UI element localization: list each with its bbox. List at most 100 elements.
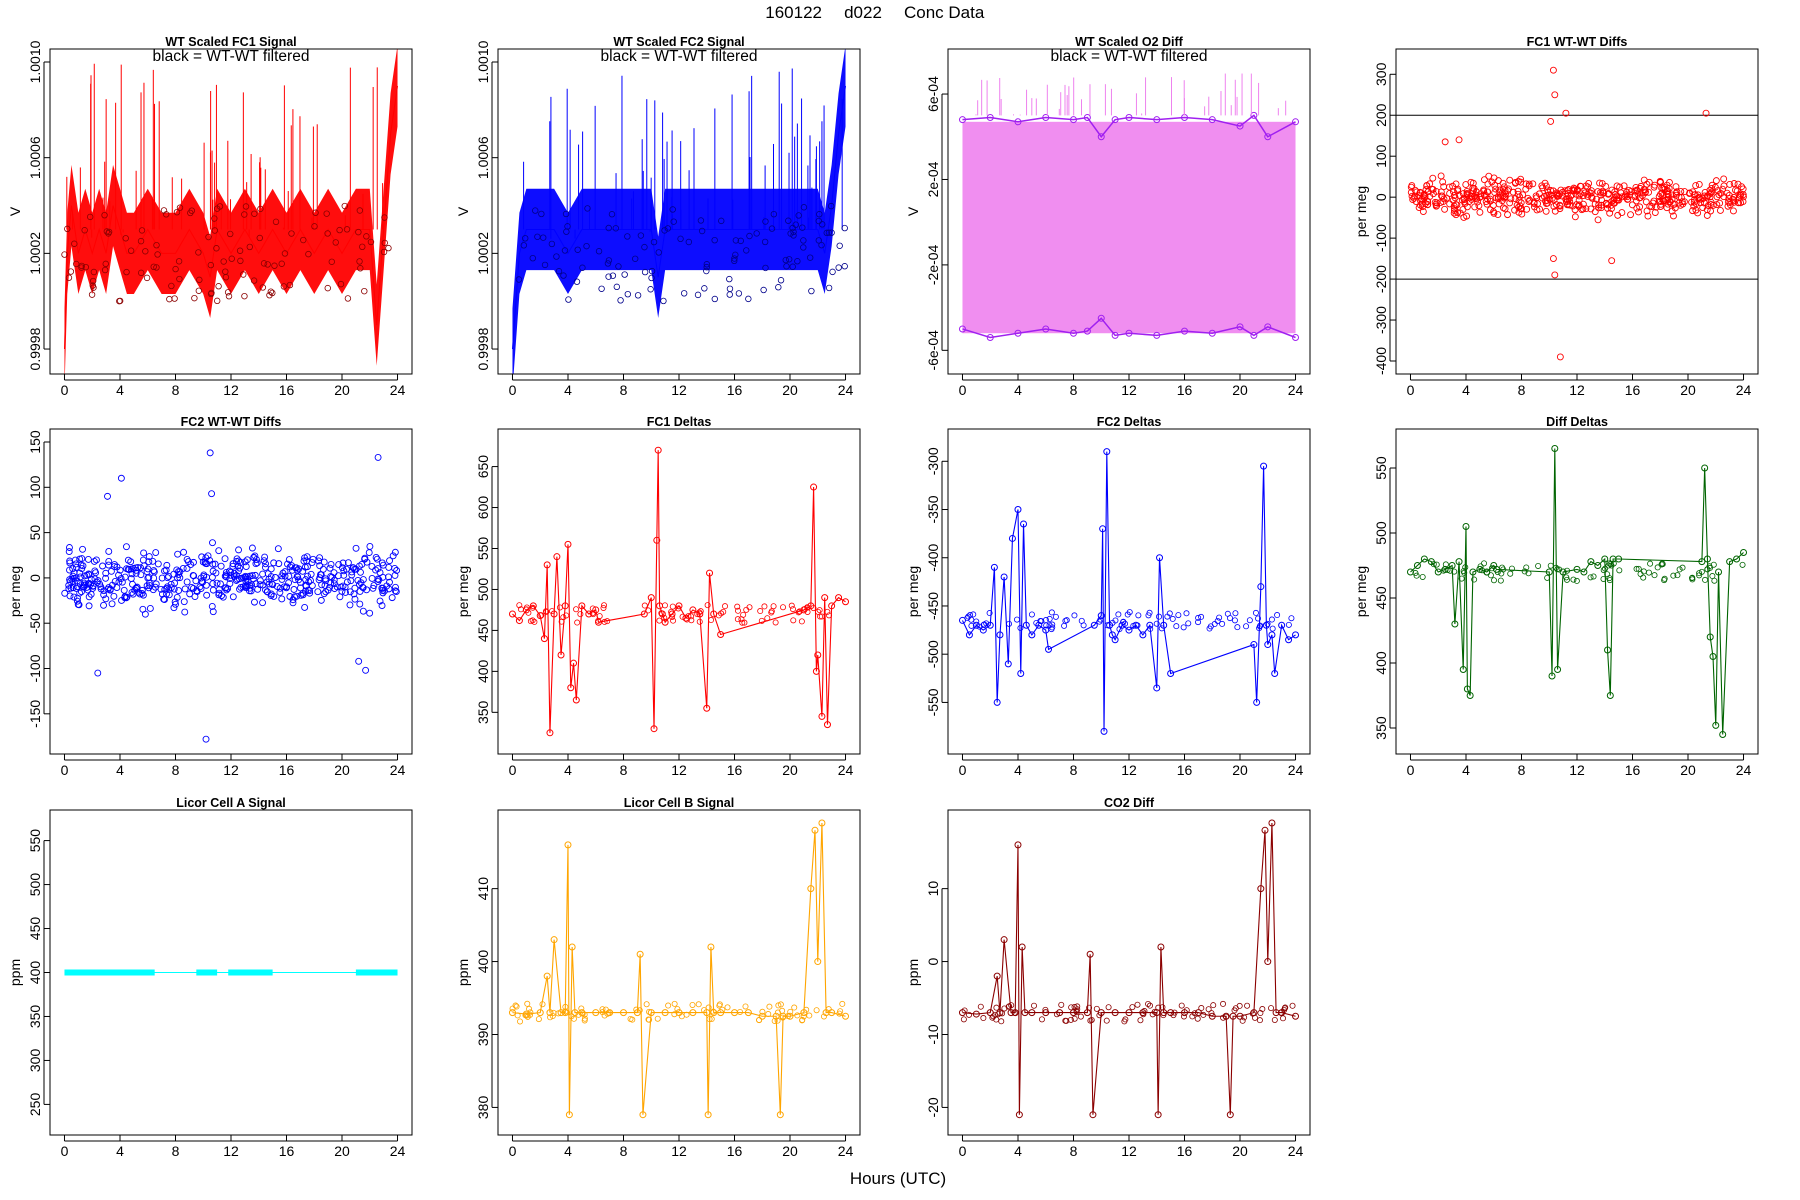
data-point xyxy=(1412,570,1419,577)
data-point xyxy=(776,1111,784,1119)
chart-title: Licor Cell B Signal xyxy=(624,796,734,810)
filtered-point xyxy=(538,210,545,218)
y-tick-label: 450 xyxy=(1373,586,1389,610)
filtered-point xyxy=(312,209,319,216)
scatter-point xyxy=(100,591,108,599)
scatter-point xyxy=(356,600,364,608)
data-point xyxy=(1269,625,1276,632)
x-tick-label: 16 xyxy=(1625,382,1641,398)
data-point xyxy=(1250,641,1258,649)
data-point xyxy=(1166,610,1173,617)
chart-title: WT Scaled FC1 Signal xyxy=(165,35,296,49)
filtered-point xyxy=(737,237,744,245)
scatter-point xyxy=(69,565,77,573)
diff-point xyxy=(1069,116,1077,124)
filtered-point xyxy=(171,295,178,302)
scatter-point xyxy=(105,561,113,569)
data-point xyxy=(1100,727,1108,735)
scatter-point xyxy=(326,583,334,591)
x-tick-label: 20 xyxy=(334,382,350,398)
filtered-point xyxy=(786,256,793,263)
data-point xyxy=(1231,617,1238,624)
scatter-point xyxy=(79,583,87,591)
x-tick-label: 0 xyxy=(959,1143,967,1159)
scatter-point xyxy=(85,571,93,579)
data-point xyxy=(650,725,658,733)
scatter-point xyxy=(137,564,145,572)
filtered-point xyxy=(260,260,268,267)
y-axis-label: V xyxy=(905,206,921,216)
data-point xyxy=(837,1008,844,1015)
y-tick-label: 200 xyxy=(1373,103,1389,127)
scatter-point xyxy=(252,580,260,588)
scatter-point xyxy=(69,577,77,585)
scatter-point xyxy=(346,588,354,596)
data-point xyxy=(965,631,973,639)
x-tick-label: 20 xyxy=(334,762,350,778)
diff-point xyxy=(986,334,994,342)
scatter-point xyxy=(1525,180,1533,188)
y-tick-label: -450 xyxy=(925,592,941,620)
x-tick-label: 20 xyxy=(782,382,798,398)
scatter-point xyxy=(270,559,278,567)
scatter-point xyxy=(113,584,121,592)
x-tick-label: 12 xyxy=(223,1143,239,1159)
data-point xyxy=(1523,564,1530,571)
scatter-point xyxy=(248,572,256,580)
scatter-point xyxy=(145,553,153,561)
y-tick-label: 100 xyxy=(27,475,43,499)
data-point xyxy=(1277,1009,1284,1016)
scatter-point xyxy=(1551,207,1559,215)
scatter-point xyxy=(229,562,237,570)
scatter-point xyxy=(1570,184,1578,192)
scatter-point xyxy=(322,577,330,585)
scatter-point xyxy=(1413,188,1421,196)
data-point xyxy=(1220,1000,1227,1007)
data-point xyxy=(619,1009,627,1017)
scatter-point xyxy=(61,589,69,597)
scatter-outlier xyxy=(1556,353,1564,361)
filtered-point xyxy=(385,244,392,252)
data-point xyxy=(1640,574,1647,581)
data-point xyxy=(965,613,972,620)
filtered-point xyxy=(631,255,639,262)
y-tick-label: 350 xyxy=(1373,716,1389,740)
scatter-point xyxy=(315,557,323,565)
scatter-point xyxy=(105,584,113,592)
data-point xyxy=(1606,692,1614,699)
filtered-point xyxy=(573,278,581,285)
data-point xyxy=(535,1016,542,1023)
data-point xyxy=(1696,570,1703,577)
x-tick-label: 0 xyxy=(61,762,69,778)
y-axis-label: per meg xyxy=(455,566,471,617)
scatter-point xyxy=(1725,191,1733,199)
scatter-point xyxy=(1670,201,1677,209)
filtered-point xyxy=(608,211,616,218)
scatter-point xyxy=(175,571,183,578)
data-point xyxy=(515,617,523,625)
plot-area xyxy=(508,819,850,1119)
data-point xyxy=(777,1001,784,1008)
data-point xyxy=(789,606,796,613)
data-point xyxy=(1271,669,1279,677)
diff-point xyxy=(1264,133,1272,141)
filtered-point xyxy=(168,282,175,290)
filtered-point xyxy=(677,235,684,243)
data-point xyxy=(1126,609,1133,616)
scatter-point xyxy=(314,588,322,596)
data-point xyxy=(1121,1018,1128,1025)
data-point xyxy=(1000,936,1008,944)
data-point xyxy=(1535,562,1542,569)
y-axis-label: V xyxy=(7,206,23,216)
scatter-point xyxy=(1455,191,1463,199)
scatter-point xyxy=(1591,200,1599,208)
data-point xyxy=(1268,1005,1275,1012)
x-tick-label: 20 xyxy=(1680,762,1696,778)
data-point xyxy=(1544,574,1551,581)
scatter-point xyxy=(1489,201,1497,209)
data-point xyxy=(1134,622,1141,629)
scatter-point xyxy=(90,558,98,565)
x-tick-label: 8 xyxy=(172,762,180,778)
scatter-point xyxy=(1633,187,1641,195)
